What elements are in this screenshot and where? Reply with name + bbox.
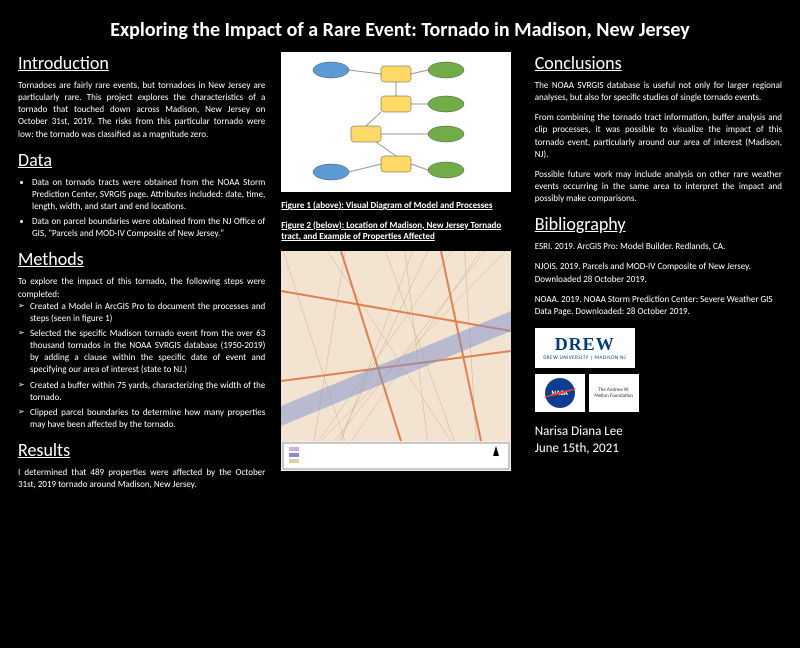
conclusions-heading: Conclusions — [535, 52, 782, 74]
list-item: Selected the specific Madison tornado ev… — [18, 328, 265, 377]
bib-item: NOAA. 2019. NOAA Storm Prediction Center… — [535, 294, 782, 318]
conclusions-p3: Possible future work may include analysi… — [535, 169, 782, 205]
nasa-circle-icon: NASA — [545, 378, 575, 408]
author-block: Narisa Diana Lee June 15th, 2021 — [535, 424, 782, 458]
bibliography-heading: Bibliography — [535, 213, 782, 235]
results-heading: Results — [18, 439, 265, 461]
right-column: Conclusions The NOAA SVRGIS database is … — [535, 52, 782, 491]
methods-heading: Methods — [18, 248, 265, 270]
intro-text: Tornadoes are fairly rare events, but to… — [18, 80, 265, 141]
figure1-caption: Figure 1 (above): Visual Diagram of Mode… — [281, 200, 518, 212]
bib-item: NJOIS. 2019. Parcels and MOD-IV Composit… — [535, 261, 782, 285]
columns: Introduction Tornadoes are fairly rare e… — [0, 52, 800, 491]
data-heading: Data — [18, 149, 265, 171]
nasa-logo: NASA — [535, 374, 585, 412]
conclusions-p2: From combining the tornado tract informa… — [535, 112, 782, 161]
map-figure — [281, 251, 511, 471]
logo-row: NASA The Andrew W. Mellon Foundation — [535, 374, 782, 412]
drew-text: DREW — [555, 334, 615, 355]
results-text: I determined that 489 properties were af… — [18, 467, 265, 491]
poster-title: Exploring the Impact of a Rare Event: To… — [0, 0, 800, 52]
author-date: June 15th, 2021 — [535, 441, 782, 458]
left-column: Introduction Tornadoes are fairly rare e… — [18, 52, 265, 491]
author-name: Narisa Diana Lee — [535, 424, 782, 441]
bib-item: ESRI. 2019. ArcGIS Pro: Model Builder. R… — [535, 241, 782, 253]
logos: DREW DREW UNIVERSITY | MADISON NJ NASA T… — [535, 328, 782, 412]
list-item: Created a buffer within 75 yards, charac… — [18, 380, 265, 404]
mellon-logo: The Andrew W. Mellon Foundation — [589, 374, 639, 412]
list-item: Data on parcel boundaries were obtained … — [32, 216, 265, 240]
conclusions-p1: The NOAA SVRGIS database is useful not o… — [535, 80, 782, 104]
drew-subtext: DREW UNIVERSITY | MADISON NJ — [543, 355, 626, 361]
methods-intro: To explore the impact of this tornado, t… — [18, 276, 265, 300]
figure2-caption: Figure 2 (below): Location of Madison, N… — [281, 220, 518, 243]
drew-logo: DREW DREW UNIVERSITY | MADISON NJ — [535, 328, 635, 368]
methods-list: Created a Model in ArcGIS Pro to documen… — [18, 301, 265, 431]
list-item: Clipped parcel boundaries to determine h… — [18, 407, 265, 431]
middle-column: Figure 1 (above): Visual Diagram of Mode… — [281, 52, 518, 491]
list-item: Data on tornado tracts were obtained fro… — [32, 177, 265, 213]
list-item: Created a Model in ArcGIS Pro to documen… — [18, 301, 265, 325]
model-diagram — [281, 52, 511, 192]
data-list: Data on tornado tracts were obtained fro… — [18, 177, 265, 241]
intro-heading: Introduction — [18, 52, 265, 74]
